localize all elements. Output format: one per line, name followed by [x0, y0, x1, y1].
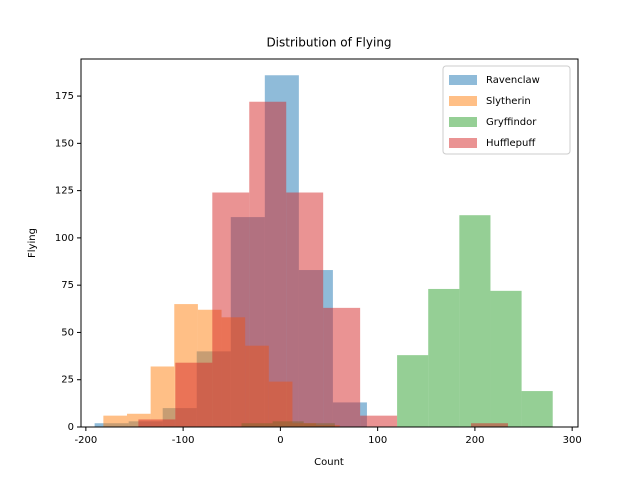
bar: [175, 362, 213, 427]
x-tick-label: 200: [465, 435, 484, 446]
legend-swatch: [449, 96, 477, 106]
y-tick-label: 50: [61, 327, 74, 338]
bar: [471, 423, 508, 427]
x-tick-label: -200: [75, 435, 98, 446]
legend-box: [442, 65, 571, 155]
bar: [428, 288, 460, 427]
y-tick-label: 0: [68, 422, 74, 433]
legend-swatch: [449, 75, 477, 85]
y-tick-label: 125: [55, 186, 74, 197]
bar: [323, 307, 361, 427]
y-axis-label: Flying: [27, 228, 38, 258]
bar: [212, 192, 250, 427]
x-tick-label: -100: [172, 435, 195, 446]
bar: [459, 215, 491, 427]
y-tick-label: 175: [55, 91, 74, 102]
bar: [249, 101, 287, 428]
y-tick-label: 100: [55, 233, 74, 244]
legend-label: Gryffindor: [486, 117, 537, 128]
bar: [138, 419, 176, 427]
x-tick-label: 0: [277, 435, 283, 446]
x-tick-label: 100: [368, 435, 387, 446]
legend-swatch: [449, 138, 477, 148]
bar: [397, 355, 429, 427]
bar: [103, 415, 128, 427]
legend-label: Slytherin: [486, 96, 531, 107]
y-tick-label: 25: [61, 375, 74, 386]
bar: [360, 415, 398, 427]
x-tick-label: 300: [563, 435, 582, 446]
bar: [150, 366, 175, 427]
y-tick-label: 75: [61, 280, 74, 291]
bar: [521, 391, 553, 427]
bar: [490, 290, 522, 427]
x-axis-label: Count: [314, 457, 344, 468]
legend-label: Hufflepuff: [486, 138, 536, 149]
plot-frame: [80, 58, 579, 428]
legend-label: Ravenclaw: [486, 75, 540, 86]
legend-swatch: [449, 117, 477, 127]
y-tick-label: 150: [55, 138, 74, 149]
bar: [286, 192, 324, 427]
chart-title: Distribution of Flying: [266, 36, 391, 50]
